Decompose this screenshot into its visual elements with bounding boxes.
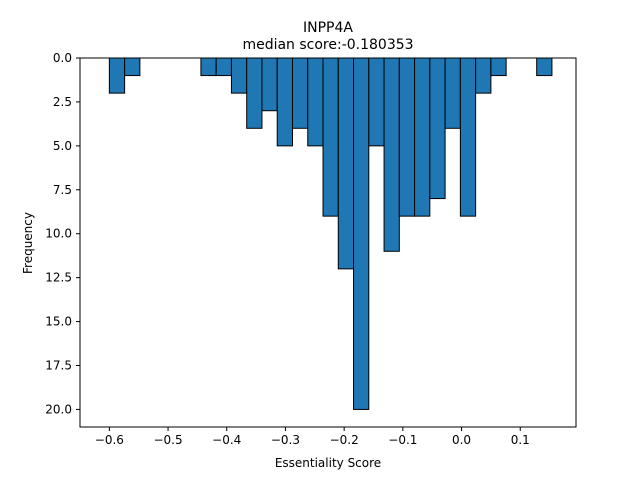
y-axis: 0.0 2.5 5.0 7.5 10.0 12.5 15.0 17.5 20.0 [45, 51, 80, 416]
y-tick-label: 5.0 [53, 139, 72, 153]
y-tick-label: 12.5 [45, 271, 72, 285]
x-tick-label: −0.4 [212, 433, 241, 447]
histogram-bar-19 [459, 57, 477, 217]
histogram-bar-9 [307, 57, 324, 147]
y-tick-label: 7.5 [53, 183, 72, 197]
x-tick-label: −0.5 [153, 433, 182, 447]
x-tick-label: −0.1 [388, 433, 417, 447]
histogram-bar-2 [200, 57, 217, 77]
x-axis: −0.6 −0.5 −0.4 −0.3 −0.2 −0.1 0.0 0.1 [95, 427, 530, 447]
histogram-bar-21 [490, 57, 507, 77]
plot-frame [79, 57, 577, 428]
histogram-bar-10 [322, 57, 339, 217]
histogram-bar-16 [414, 57, 431, 217]
y-tick-label: 0.0 [53, 51, 72, 65]
bars-group [108, 57, 553, 410]
y-tick-label: 10.0 [45, 227, 72, 241]
histogram-bar-13 [368, 57, 385, 147]
histogram-bar-4 [230, 57, 248, 94]
histogram-bar-20 [475, 57, 492, 94]
y-tick-label: 2.5 [53, 95, 72, 109]
x-tick-label: 0.1 [511, 433, 530, 447]
histogram-bar-22 [536, 57, 553, 77]
histogram-bar-5 [246, 57, 263, 129]
histogram-bar-15 [398, 57, 416, 217]
histogram-bar-6 [261, 57, 278, 112]
histogram-bar-0 [108, 57, 126, 94]
chart-subtitle: median score:-0.180353 [242, 37, 413, 53]
histogram-bar-17 [429, 57, 446, 200]
x-tick-label: −0.2 [330, 433, 359, 447]
histogram-bar-7 [276, 57, 293, 147]
x-axis-label: Essentiality Score [275, 456, 381, 470]
chart-title: INPP4A [303, 20, 353, 36]
histogram-bar-8 [291, 57, 309, 129]
x-tick-label: −0.3 [271, 433, 300, 447]
y-tick-label: 20.0 [45, 402, 72, 416]
histogram-bar-1 [124, 57, 141, 77]
y-tick-label: 15.0 [45, 315, 72, 329]
x-tick-label: 0.0 [452, 433, 471, 447]
x-tick-label: −0.6 [95, 433, 124, 447]
histogram-bar-12 [353, 57, 370, 410]
histogram-bar-3 [215, 57, 232, 77]
histogram-bar-18 [444, 57, 461, 129]
histogram-bar-11 [337, 57, 355, 270]
y-axis-label: Frequency [21, 212, 35, 274]
y-tick-label: 17.5 [45, 359, 72, 373]
histogram-bar-14 [383, 57, 400, 252]
